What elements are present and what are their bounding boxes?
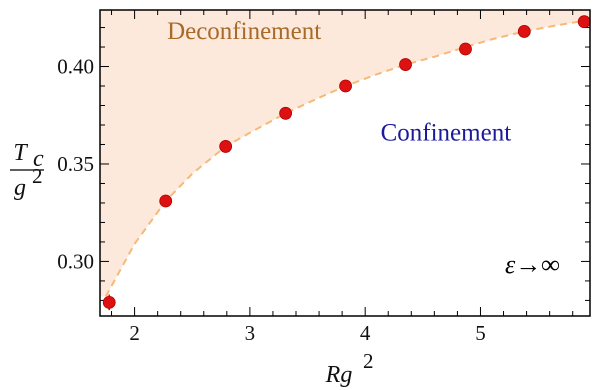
data-point	[399, 58, 412, 71]
y-tick-label: 0.35	[57, 152, 94, 176]
data-point	[102, 295, 116, 309]
y-axis-label-numerator: T	[13, 140, 28, 166]
deconfinement-label: Deconfinement	[167, 18, 321, 45]
y-axis-label-denominator-superscript: 2	[32, 164, 43, 188]
data-point	[577, 15, 591, 29]
ticks-layer: 2 3 4 5 0.30 0.35 0.40	[57, 10, 590, 345]
data-points-layer	[102, 15, 591, 311]
x-tick-label: 4	[360, 321, 371, 345]
data-point	[459, 42, 472, 56]
limit-annotation: ε→∞	[505, 250, 560, 279]
data-point	[219, 140, 233, 153]
plot-frame	[99, 9, 591, 317]
y-axis-label-numerator-subscript: c	[33, 146, 44, 172]
data-point	[159, 194, 173, 208]
x-tick-label: 5	[475, 321, 486, 345]
confinement-label: Confinement	[381, 120, 512, 147]
x-tick-label: 3	[245, 321, 256, 345]
x-axis-label: Rg	[325, 362, 353, 388]
x-tick-label: 2	[129, 321, 140, 345]
data-point	[339, 79, 352, 93]
shaded-region	[100, 10, 590, 297]
shaded-region-layer	[100, 10, 590, 297]
data-point	[279, 106, 293, 120]
y-tick-label: 0.40	[57, 55, 94, 79]
data-point	[517, 25, 531, 38]
y-tick-label: 0.30	[57, 249, 94, 273]
x-axis-label-superscript: 2	[363, 349, 374, 373]
y-axis-label-denominator: g	[14, 175, 26, 201]
